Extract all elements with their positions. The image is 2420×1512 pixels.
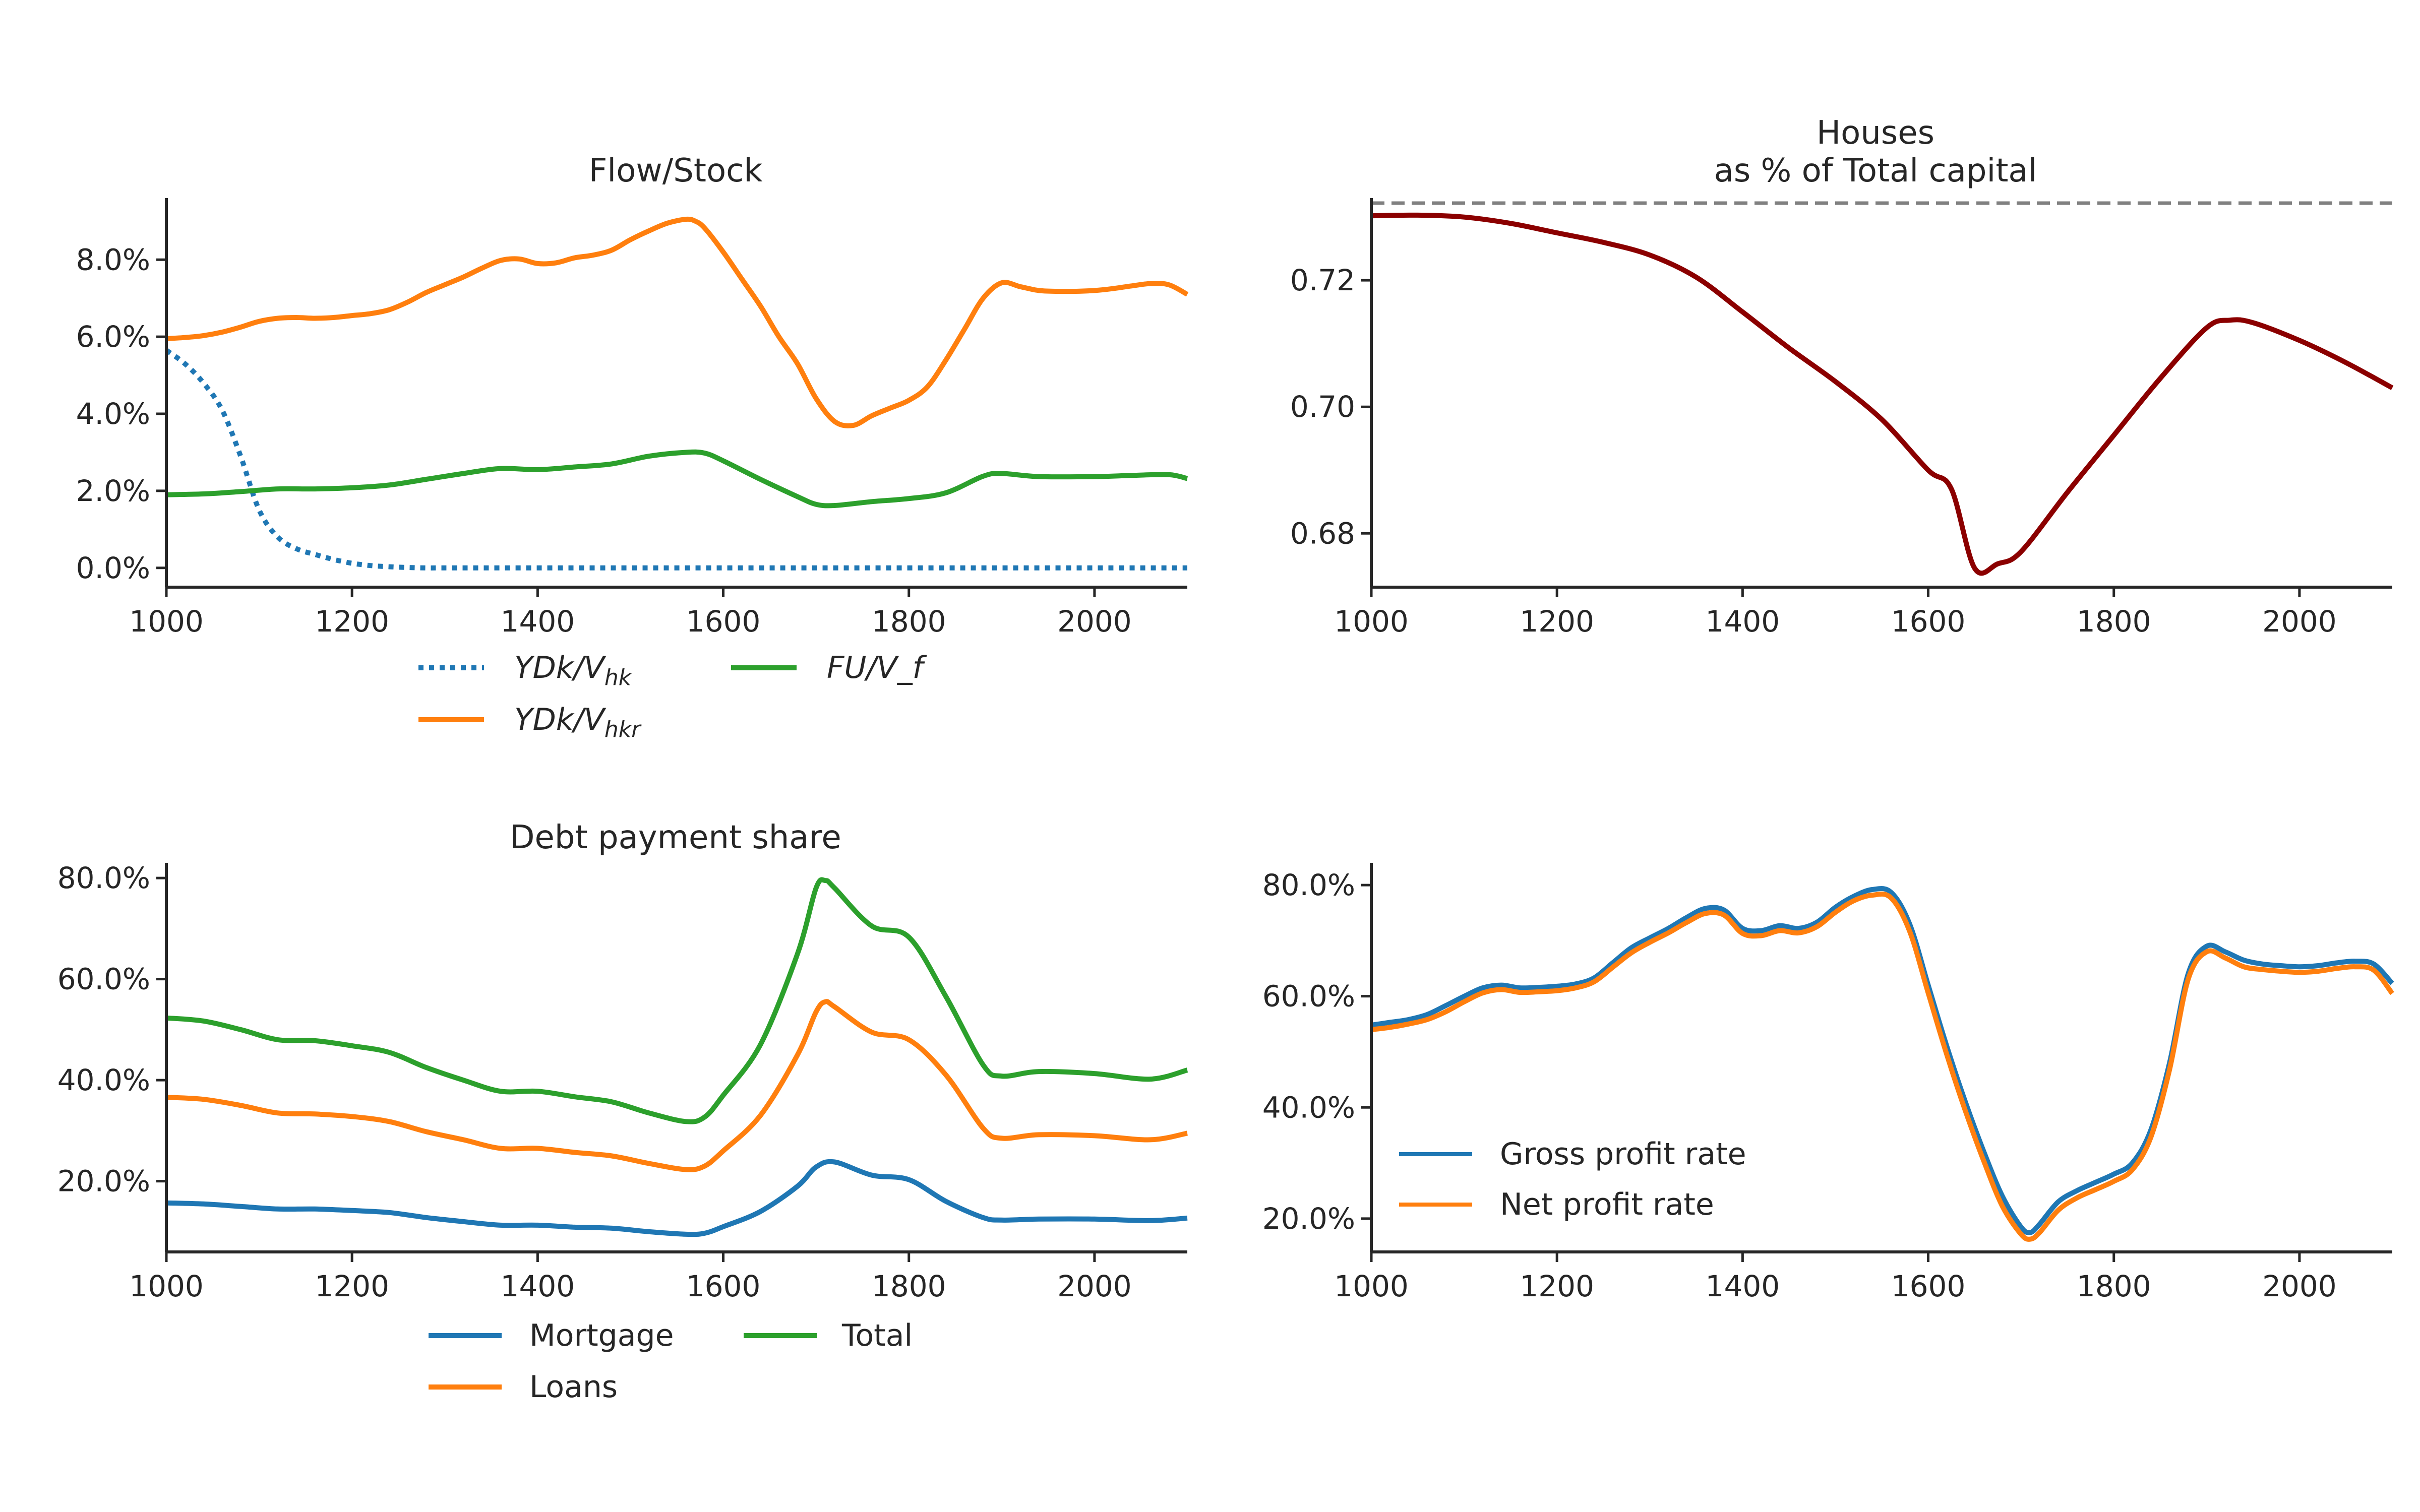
series-line-houses-share [1371, 212, 2394, 576]
y-tick-label: 0.70 [1290, 390, 1355, 424]
y-tick-label: 40.0% [57, 1063, 150, 1097]
panel-debt-payment-share: Debt payment share 1000 1200 1400 1600 1800 2… [57, 819, 1188, 1405]
x-tick-label: 1800 [2077, 1269, 2151, 1303]
x-tick-label: 1000 [129, 1269, 204, 1303]
legend-label-fu-vf: FU/V_f [827, 650, 927, 685]
x-tick-label: 1400 [501, 1269, 575, 1303]
y-tick-label: 4.0% [76, 397, 150, 431]
x-tick-label: 1600 [686, 604, 761, 639]
chart-plot-area: 1000 1200 1400 1600 1800 2000 20.0% 40.0% 60.0% 8… [1262, 863, 2395, 1303]
series-line-ydk-vhkr [166, 216, 1189, 428]
x-tick-label: 2000 [1057, 604, 1132, 639]
legend-label-loans: Loans [529, 1369, 618, 1405]
y-tick-label: 0.68 [1290, 516, 1355, 550]
x-tick-label: 1400 [1706, 604, 1780, 639]
x-tick-label: 1800 [872, 1269, 946, 1303]
x-tick-label: 1200 [315, 1269, 389, 1303]
y-tick-label: 6.0% [76, 320, 150, 354]
x-tick-label: 1000 [1334, 604, 1409, 639]
legend-label-gross: Gross profit rate [1500, 1137, 1746, 1172]
y-tick-label: 2.0% [76, 474, 150, 508]
x-tick-label: 2000 [2262, 604, 2337, 639]
x-tick-label: 1600 [1891, 604, 1966, 639]
chart-plot-area: 1000 1200 1400 1600 1800 2000 0.0% 2.0% 4.0% 6.0%… [76, 198, 1189, 639]
x-tick-label: 2000 [2262, 1269, 2337, 1303]
x-tick-label: 1600 [686, 1269, 761, 1303]
x-tick-label: 2000 [1057, 1269, 1132, 1303]
series-line-loans [166, 999, 1188, 1172]
panel-houses: Houses as % of Total capital 1000 1200 140… [1290, 114, 2394, 639]
legend-label-total: Total [841, 1318, 913, 1353]
x-tick-label: 1600 [1891, 1269, 1966, 1303]
y-tick-label: 8.0% [76, 242, 150, 277]
series-line-ydk-vhk [165, 348, 1187, 571]
chart-title: Debt payment share [510, 819, 841, 856]
x-tick-label: 1200 [315, 604, 389, 639]
legend-label-net: Net profit rate [1500, 1187, 1714, 1222]
y-tick-label: 20.0% [1262, 1202, 1355, 1236]
chart-subtitle: as % of Total capital [1714, 152, 2037, 190]
y-tick-label: 60.0% [1262, 979, 1355, 1014]
legend-label-ydk-vhkr: YDk/Vhkr [514, 702, 642, 742]
legend-label-ydk-vhk: YDk/Vhk [514, 650, 632, 690]
panel-flow-stock: Flow/Stock 1000 1200 1400 1600 1800 2000 0.0% 2… [76, 152, 1189, 742]
panel-profit-rate: 1000 1200 1400 1600 1800 2000 20.0% 40.0% 60.0% 8… [1262, 863, 2395, 1303]
series-line-total [166, 877, 1188, 1124]
y-tick-label: 80.0% [57, 861, 150, 895]
chart-title: Flow/Stock [589, 152, 763, 190]
x-tick-label: 1000 [129, 604, 204, 639]
x-tick-label: 1800 [872, 604, 946, 639]
y-tick-label: 20.0% [57, 1164, 150, 1199]
x-tick-label: 1400 [1706, 1269, 1780, 1303]
y-tick-label: 0.0% [76, 551, 150, 585]
y-tick-label: 0.72 [1290, 263, 1355, 297]
chart-legend: Gross profit rate Net profit rate [1399, 1137, 1746, 1222]
chart-legend: YDk/Vhk YDk/Vhkr FU/V_f [418, 650, 927, 742]
series-line-net [1371, 891, 2395, 1242]
x-tick-label: 1000 [1334, 1269, 1409, 1303]
chart-title: Houses [1817, 114, 1934, 152]
x-tick-label: 1200 [1520, 1269, 1594, 1303]
y-tick-label: 40.0% [1262, 1090, 1355, 1124]
series-line-fu-vf [166, 449, 1188, 509]
legend-label-mortgage: Mortgage [529, 1318, 674, 1353]
chart-plot-area: 1000 1200 1400 1600 1800 2000 0.68 0.70 0.72 [1290, 198, 2394, 639]
series-line-mortgage [166, 1159, 1188, 1237]
chart-legend: Mortgage Loans Total [429, 1318, 913, 1405]
x-tick-label: 1800 [2077, 604, 2151, 639]
chart-plot-area: 1000 1200 1400 1600 1800 2000 20.0% 40.0% 60.0% 8… [57, 861, 1188, 1303]
y-tick-label: 60.0% [57, 962, 150, 996]
x-tick-label: 1400 [501, 604, 575, 639]
y-tick-label: 80.0% [1262, 868, 1355, 902]
x-tick-label: 1200 [1520, 604, 1594, 639]
